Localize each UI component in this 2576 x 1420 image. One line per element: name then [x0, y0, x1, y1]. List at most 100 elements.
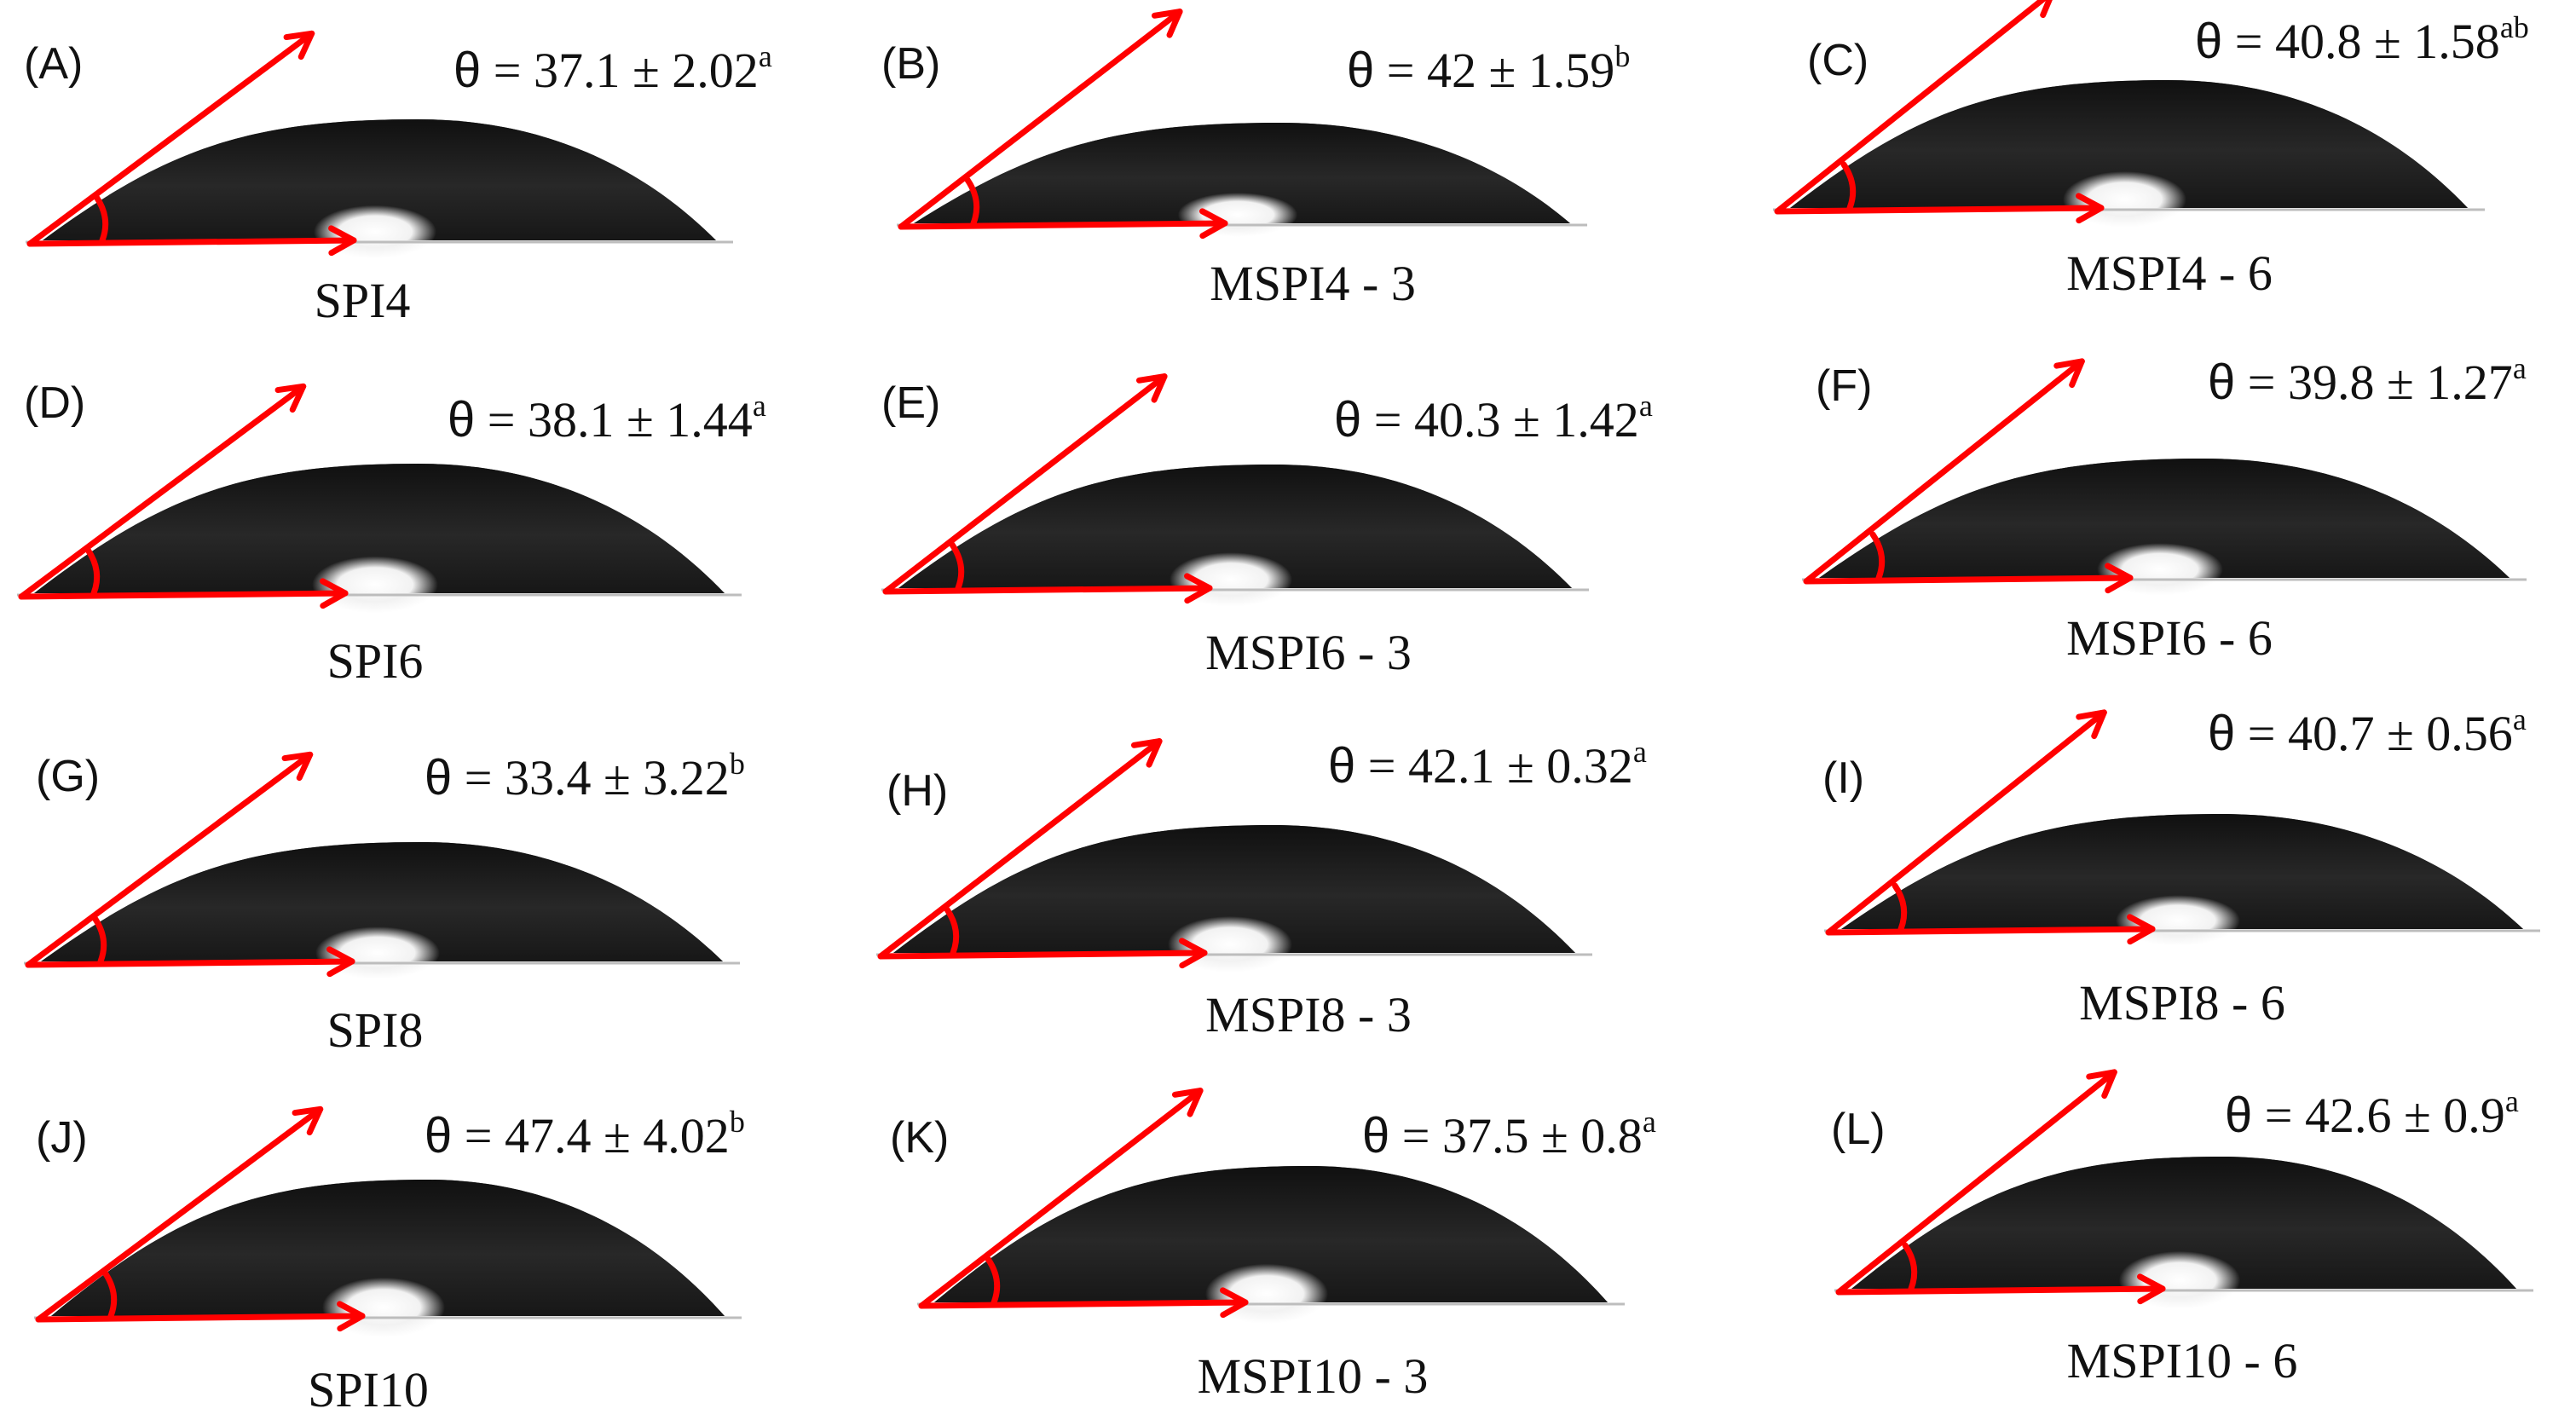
- contact-angle-value: θ = 42.6 ± 0.9a: [2225, 1084, 2519, 1143]
- baseline-arrow-head: [328, 225, 357, 257]
- droplet-shading: [1841, 814, 2523, 929]
- angle-arc: [93, 193, 109, 244]
- angle-arc: [985, 1255, 1001, 1306]
- theta-symbol: θ: [1347, 43, 1374, 98]
- tangent-arrow: [877, 738, 1163, 960]
- baseline-arrow: [1803, 574, 2134, 585]
- significance-letter: b: [730, 747, 745, 781]
- significance-letter: a: [1639, 389, 1653, 423]
- angle-arc: [944, 906, 960, 956]
- tangent-arrow-head: [1171, 1088, 1204, 1117]
- theta-symbol: θ: [2208, 355, 2235, 410]
- droplet-glare: [2118, 1250, 2241, 1310]
- sample-name: MSPI4 - 3: [1210, 256, 1416, 311]
- baseline-arrow-head: [320, 578, 349, 609]
- angle-value: = 39.8 ± 1.27: [2235, 355, 2513, 410]
- significance-letter: a: [753, 389, 766, 423]
- baseline-arrow-head: [2105, 563, 2134, 594]
- significance-letter: a: [2513, 351, 2527, 385]
- contact-angle-value: θ = 37.1 ± 2.02a: [453, 39, 772, 98]
- panel-letter: (B): [881, 39, 940, 89]
- panel-letter: (F): [1816, 361, 1872, 411]
- baseline-arrow: [1825, 926, 2156, 936]
- panel-h: (H) θ = 42.1 ± 0.32a MSPI8 - 3: [876, 735, 1647, 1042]
- panel-b: (B) θ = 42 ± 1.59b MSPI4 - 3: [881, 9, 1630, 311]
- panel-letter: (H): [887, 766, 948, 816]
- significance-letter: a: [1633, 735, 1647, 769]
- panel-l: (L) θ = 42.6 ± 0.9a MSPI10 - 6: [1831, 1069, 2533, 1388]
- angle-value: = 42 ± 1.59: [1374, 43, 1614, 98]
- baseline-arrow: [26, 237, 357, 247]
- baseline-arrow-head: [1184, 573, 1213, 604]
- baseline-arrow: [25, 958, 355, 968]
- panel-letter: (E): [881, 378, 940, 428]
- panel-letter: (G): [36, 752, 100, 801]
- angle-value: = 37.1 ± 2.02: [481, 43, 759, 98]
- baseline-arrow-head: [1199, 208, 1228, 240]
- tangent-arrow: [35, 1105, 324, 1323]
- angle-value: = 33.4 ± 3.22: [452, 750, 730, 805]
- angle-arc: [1869, 531, 1886, 581]
- tangent-arrow: [1825, 709, 2107, 936]
- baseline-arrow-head: [1220, 1287, 1249, 1319]
- baseline-arrow: [18, 590, 349, 600]
- theta-symbol: θ: [448, 392, 475, 447]
- droplet-glare: [312, 556, 438, 614]
- theta-symbol: θ: [2208, 706, 2235, 761]
- tangent-arrow-head: [2076, 709, 2107, 740]
- angle-arc: [949, 541, 965, 592]
- angle-value: = 42.1 ± 0.32: [1355, 738, 1633, 794]
- sample-name: MSPI6 - 3: [1205, 625, 1412, 680]
- angle-value: = 38.1 ± 1.44: [475, 392, 753, 447]
- baseline-arrow: [898, 220, 1228, 230]
- droplet-shading: [934, 1166, 1608, 1302]
- baseline-arrow: [918, 1299, 1249, 1309]
- theta-symbol: θ: [1362, 1108, 1389, 1163]
- panel-c: (C) θ = 40.8 ± 1.58ab MSPI4 - 6: [1773, 0, 2529, 301]
- sample-name: SPI4: [315, 273, 411, 328]
- panel-letter: (A): [24, 39, 83, 89]
- sample-name: MSPI10 - 3: [1198, 1348, 1429, 1404]
- panel-f: (F) θ = 39.8 ± 1.27a MSPI6 - 6: [1802, 351, 2527, 666]
- contact-angle-value: θ = 39.8 ± 1.27a: [2208, 351, 2527, 410]
- contact-angle-value: θ = 33.4 ± 3.22b: [425, 747, 745, 805]
- angle-arc: [964, 176, 980, 227]
- panel-g: (G) θ = 33.4 ± 3.22b SPI8: [24, 747, 745, 1058]
- tangent-arrow: [25, 751, 314, 968]
- panel-letter: (I): [1822, 753, 1864, 803]
- baseline-arrow: [1774, 205, 2105, 215]
- sample-name: SPI6: [327, 633, 424, 689]
- panel-letter: (J): [36, 1113, 88, 1163]
- contact-angle-value: θ = 38.1 ± 1.44a: [448, 389, 766, 447]
- angle-value: = 42.6 ± 0.9: [2252, 1088, 2505, 1143]
- sample-name: SPI10: [308, 1362, 429, 1417]
- theta-symbol: θ: [425, 750, 452, 805]
- droplet-shading: [898, 465, 1572, 588]
- panel-letter: (K): [890, 1113, 949, 1163]
- baseline-arrow: [877, 950, 1208, 960]
- sample-name: MSPI10 - 6: [2067, 1333, 2298, 1388]
- angle-value: = 40.3 ± 1.42: [1361, 392, 1639, 447]
- droplet-shading: [1851, 1157, 2516, 1289]
- baseline-arrow: [35, 1313, 366, 1323]
- angle-arc: [101, 1269, 118, 1319]
- baseline-arrow-head: [2137, 1273, 2166, 1305]
- droplet-glare: [1177, 193, 1298, 237]
- contact-angle-value: θ = 37.5 ± 0.8a: [1362, 1105, 1656, 1163]
- baseline-arrow-head: [326, 946, 355, 978]
- significance-letter: b: [1614, 39, 1630, 73]
- tangent-arrow: [18, 383, 307, 600]
- panel-letter: (L): [1831, 1105, 1886, 1154]
- contact-angle-value: θ = 42.1 ± 0.32a: [1328, 735, 1647, 794]
- baseline-arrow: [882, 585, 1213, 595]
- baseline-arrow-head: [337, 1301, 366, 1332]
- droplet-shading: [914, 123, 1570, 223]
- sample-name: MSPI8 - 3: [1205, 987, 1412, 1042]
- theta-symbol: θ: [1334, 392, 1361, 447]
- angle-value: = 47.4 ± 4.02: [452, 1108, 730, 1163]
- theta-symbol: θ: [453, 43, 481, 98]
- sample-name: MSPI6 - 6: [2066, 610, 2273, 666]
- tangent-arrow-head: [281, 751, 314, 782]
- significance-letter: ab: [2500, 10, 2529, 44]
